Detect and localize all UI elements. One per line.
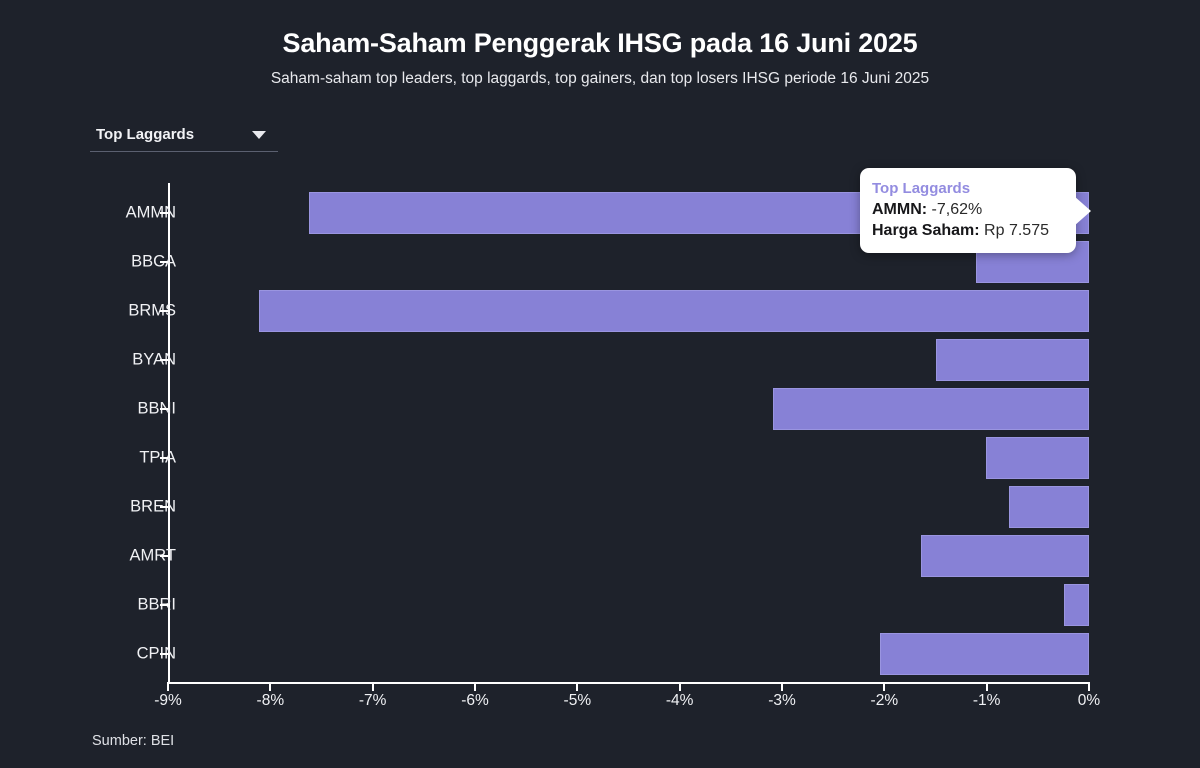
tooltip-arrow [1074,196,1091,226]
page-title: Saham-Saham Penggerak IHSG pada 16 Juni … [282,28,918,58]
x-axis-tick-label: -5% [563,692,592,709]
y-axis-tick-mark [160,603,168,606]
y-axis-tick-label: CPIN [136,644,176,662]
y-axis-tick-label: BREN [130,497,176,515]
y-axis-tick-label: BBNI [137,399,176,417]
y-axis-tick-label: BRMS [128,301,176,319]
category-dropdown-label: Top Laggards [96,126,195,143]
source-caption: Sumber: BEI [92,733,175,749]
y-axis-line [168,183,170,683]
x-axis-tick-label: -7% [358,692,387,709]
x-axis-tick-mark [1088,682,1090,691]
tooltip-series-title: Top Laggards [872,180,971,197]
chart-header: Saham-Saham Penggerak IHSG pada 16 Juni … [0,0,1200,88]
y-axis-tick-mark [160,358,168,361]
y-axis-tick-mark [160,407,168,410]
y-axis-tick-label: BBRI [137,595,176,613]
page-subtitle: Saham-saham top leaders, top laggards, t… [270,70,930,87]
y-axis-tick-mark [160,211,168,214]
x-axis-tick-mark [678,682,681,691]
y-axis-tick-label: AMRT [129,546,176,564]
x-axis-line [168,682,1090,684]
y-axis-tick-mark [160,554,168,557]
bar-bbri[interactable] [1064,583,1089,626]
x-axis-tick-mark [576,682,579,691]
table-row: BREN [0,482,1200,531]
bar-cpin[interactable] [880,632,1089,675]
x-axis-tick-label: -3% [768,692,796,709]
tooltip-row-price: Harga Saham: Rp 7.575 [872,222,1062,240]
y-axis-tick-label: BYAN [132,350,176,368]
table-row: CPIN [0,629,1200,678]
y-axis-tick-mark [160,456,168,459]
bar-byan[interactable] [935,338,1089,381]
y-axis-tick-mark [160,505,168,508]
y-axis-tick-mark [160,309,168,312]
bar-bren[interactable] [1009,485,1089,528]
x-axis-tick-mark [167,682,169,691]
bar-amrt[interactable] [921,534,1089,577]
x-axis-tick-mark [371,682,374,691]
tooltip-price-value: Rp 7.575 [984,222,1049,239]
table-row: AMRT [0,531,1200,580]
bar-brms[interactable] [259,289,1089,332]
tooltip-change-label: AMMN: [872,201,928,218]
tooltip-change-value: -7,62% [931,201,983,218]
category-dropdown[interactable]: Top Laggards [90,118,278,152]
chevron-down-icon [252,130,266,139]
x-axis-tick-label: -9% [154,692,182,709]
x-axis-tick-mark [269,682,272,691]
x-axis-tick-label: -8% [256,692,285,709]
y-axis-tick-mark [160,260,168,263]
table-row: BYAN [0,335,1200,384]
table-row: TPIA [0,433,1200,482]
x-axis-tick-label: 0% [1077,692,1101,709]
table-row: BBNI [0,384,1200,433]
y-axis-tick-mark [160,652,168,655]
data-tooltip: Top Laggards AMMN: -7,62% Harga Saham: R… [860,168,1076,253]
y-axis-tick-label: AMMN [125,203,176,221]
x-axis-tick-label: -4% [665,692,694,709]
x-axis-tick-mark [883,682,886,691]
table-row: BRMS [0,286,1200,335]
bar-bbni[interactable] [772,387,1089,430]
x-axis-tick-label: -6% [461,692,489,709]
bar-tpia[interactable] [985,436,1089,479]
x-axis-tick-label: -1% [972,692,1001,709]
x-axis-tick-label: -2% [870,692,899,709]
x-axis-tick-mark [474,682,476,691]
x-axis-tick-mark [985,682,988,691]
y-axis-tick-label: TPIA [139,448,176,466]
table-row: BBRI [0,580,1200,629]
tooltip-price-label: Harga Saham: [872,222,980,239]
y-axis-tick-label: BBCA [131,252,176,270]
x-axis-tick-mark [781,682,783,691]
tooltip-row-change: AMMN: -7,62% [872,201,1062,219]
